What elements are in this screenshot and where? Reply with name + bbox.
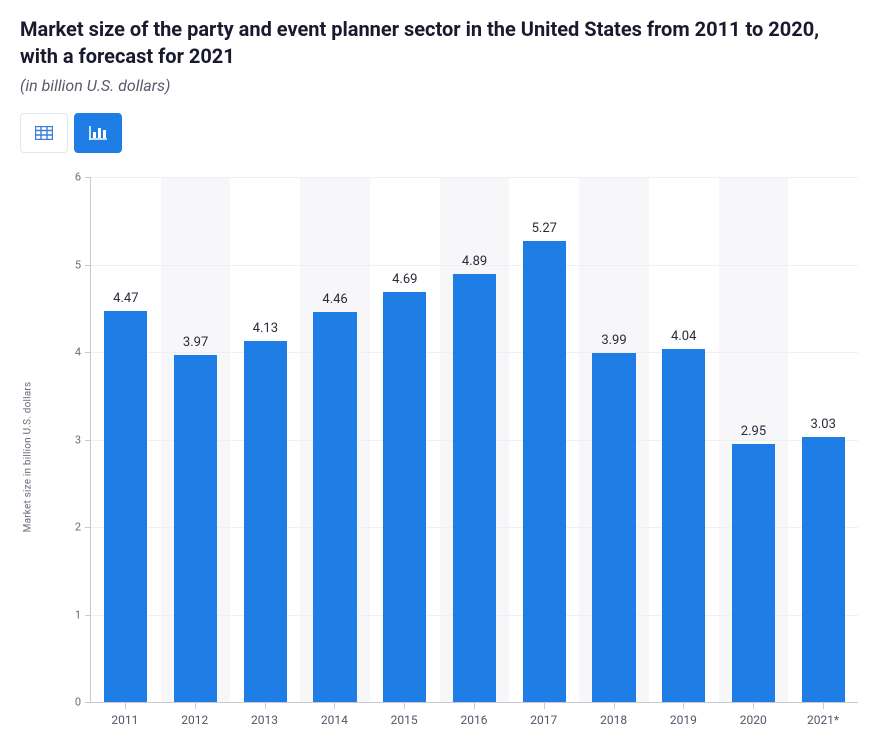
chart-subtitle: (in billion U.S. dollars) <box>20 76 862 95</box>
bar[interactable]: 5.27 <box>523 241 566 702</box>
bar-slot: 4.04 <box>649 177 719 702</box>
bar-value-label: 4.46 <box>322 292 347 307</box>
y-tick-label: 4 <box>75 346 91 359</box>
y-tick-label: 2 <box>75 521 91 534</box>
x-axis-labels: 2011201220132014201520162017201820192020… <box>90 703 858 737</box>
bar-slot: 5.27 <box>509 177 579 702</box>
bar[interactable]: 3.03 <box>802 437 845 702</box>
bar-value-label: 5.27 <box>532 221 557 236</box>
bar-value-label: 4.04 <box>671 329 696 344</box>
bar-value-label: 3.99 <box>601 333 626 348</box>
x-tick-mark <box>404 703 405 709</box>
x-tick-mark <box>334 703 335 709</box>
bar-slot: 4.69 <box>370 177 440 702</box>
bars-container: 4.47 3.97 4.13 4.46 4.69 4.89 5.27 3.99 4.04 2.95… <box>91 177 858 702</box>
plot-region: 4.47 3.97 4.13 4.46 4.69 4.89 5.27 3.99 4.04 2.95… <box>90 177 858 703</box>
bar[interactable]: 4.47 <box>104 311 147 702</box>
bar-slot: 2.95 <box>719 177 789 702</box>
x-tick-mark <box>544 703 545 709</box>
bar[interactable]: 4.46 <box>313 312 356 702</box>
table-icon <box>35 126 53 140</box>
bar[interactable]: 4.13 <box>244 341 287 702</box>
bar-slot: 3.97 <box>161 177 231 702</box>
x-tick-mark <box>753 703 754 709</box>
y-tick-label: 1 <box>75 608 91 621</box>
y-tick-label: 5 <box>75 258 91 271</box>
bar-slot: 4.46 <box>300 177 370 702</box>
bar-value-label: 3.97 <box>183 335 208 350</box>
table-view-button[interactable] <box>20 113 68 153</box>
y-axis-title: Market size in billion U.S. dollars <box>23 382 34 533</box>
bar[interactable]: 4.89 <box>453 274 496 702</box>
bar[interactable]: 4.04 <box>662 349 705 703</box>
x-tick-mark <box>125 703 126 709</box>
x-tick-mark <box>265 703 266 709</box>
bar-value-label: 4.89 <box>462 254 487 269</box>
bar-slot: 4.89 <box>440 177 510 702</box>
bar-slot: 3.99 <box>579 177 649 702</box>
bar[interactable]: 3.99 <box>592 353 635 702</box>
y-tick-label: 3 <box>75 433 91 446</box>
bar[interactable]: 4.69 <box>383 292 426 702</box>
y-tick-label: 0 <box>75 696 91 709</box>
y-tick-label: 6 <box>75 171 91 184</box>
x-tick-mark <box>614 703 615 709</box>
x-tick-mark <box>683 703 684 709</box>
bar-value-label: 3.03 <box>811 417 836 432</box>
bar[interactable]: 2.95 <box>732 444 775 702</box>
x-tick-mark <box>195 703 196 709</box>
chart-area: Market size in billion U.S. dollars 4.47… <box>62 177 858 737</box>
x-tick-mark <box>474 703 475 709</box>
chart-view-button[interactable] <box>74 113 122 153</box>
bar-value-label: 4.47 <box>113 291 138 306</box>
bar-value-label: 2.95 <box>741 424 766 439</box>
x-tick-mark <box>823 703 824 709</box>
view-toolbar <box>20 113 862 153</box>
bar[interactable]: 3.97 <box>174 355 217 702</box>
bar-slot: 3.03 <box>788 177 858 702</box>
bar-value-label: 4.13 <box>253 321 278 336</box>
bar-slot: 4.13 <box>230 177 300 702</box>
bar-slot: 4.47 <box>91 177 161 702</box>
bar-chart-icon <box>89 126 107 140</box>
chart-title: Market size of the party and event plann… <box>20 16 840 70</box>
bar-value-label: 4.69 <box>392 272 417 287</box>
